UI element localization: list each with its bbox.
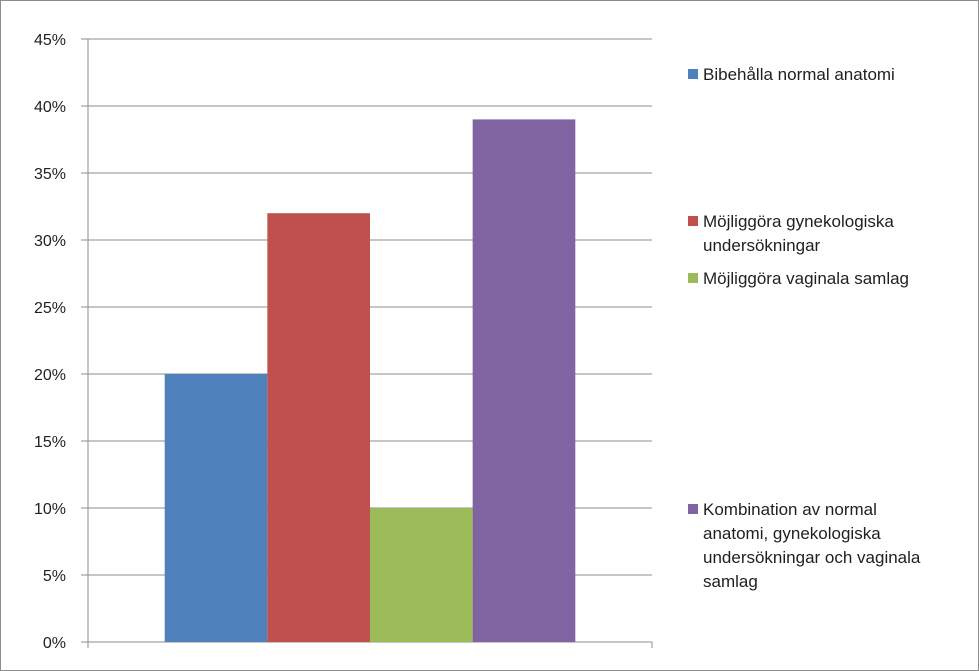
bar [472,119,576,642]
y-tick-label: 20% [34,367,66,384]
legend-label: Kombination av normal anatomi, gynekolog… [703,500,921,591]
bar [267,213,370,642]
legend-swatch [688,216,698,226]
legend-swatch [688,504,698,514]
bar [370,508,473,642]
legend-label: Möjliggöra gynekologiska undersökningar [703,212,894,255]
legend-swatch [688,273,698,283]
legend-swatch [688,69,698,79]
legend-item: Möjliggöra vaginala samlag [688,267,973,291]
y-tick-label: 30% [34,233,66,250]
y-tick-label: 5% [43,568,66,585]
legend-label: Möjliggöra vaginala samlag [703,269,910,288]
y-tick-label: 0% [43,635,66,652]
y-tick-label: 15% [34,434,66,451]
legend-label: Bibehålla normal anatomi [703,65,895,84]
y-tick-label: 10% [34,501,66,518]
legend-item: Möjliggöra gynekologiska undersökningar [688,210,973,258]
y-tick-label: 25% [34,300,66,317]
legend-item: Kombination av normal anatomi, gynekolog… [688,498,973,594]
legend-item: Bibehålla normal anatomi [688,63,973,87]
y-tick-label: 40% [34,99,66,116]
y-tick-label: 35% [34,166,66,183]
y-tick-label: 45% [34,32,66,49]
bar [164,374,268,642]
